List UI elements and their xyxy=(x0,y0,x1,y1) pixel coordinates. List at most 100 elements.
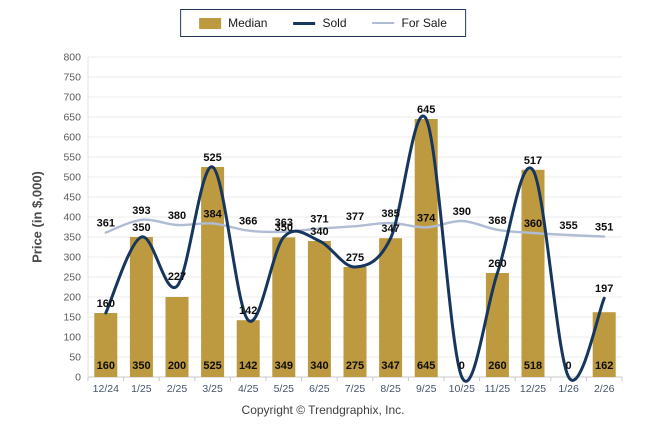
copyright-text: Copyright © Trendgraphix, Inc. xyxy=(241,403,405,417)
y-tick-label: 450 xyxy=(63,192,81,204)
y-tick-label: 550 xyxy=(63,152,81,164)
for-sale-value-label: 366 xyxy=(239,216,257,228)
legend-item-for-sale[interactable]: For Sale xyxy=(372,16,447,30)
y-tick-label: 650 xyxy=(63,112,81,124)
y-tick-label: 350 xyxy=(63,232,81,244)
for-sale-value-label: 371 xyxy=(310,214,328,226)
x-tick-label: 11/25 xyxy=(485,383,511,395)
for-sale-value-label: 377 xyxy=(346,211,364,223)
sold-value-label: 350 xyxy=(132,222,150,234)
sold-value-label: 350 xyxy=(275,222,293,234)
median-bar-label: 275 xyxy=(346,360,364,372)
median-bar-label: 160 xyxy=(97,360,115,372)
sold-value-label: 227 xyxy=(168,271,186,283)
y-tick-label: 200 xyxy=(63,292,81,304)
median-bar-label: 525 xyxy=(203,360,221,372)
median-bar-label: 350 xyxy=(132,360,150,372)
median-bar-label: 347 xyxy=(381,360,399,372)
x-tick-label: 3/25 xyxy=(202,383,223,395)
median-bar xyxy=(379,238,403,377)
median-bar-label: 518 xyxy=(524,360,542,372)
for-sale-value-label: 355 xyxy=(559,220,577,232)
median-bar-label: 645 xyxy=(417,360,435,372)
median-bar-label: 340 xyxy=(310,360,328,372)
for-sale-value-label: 363 xyxy=(275,217,293,229)
for-sale-value-label: 380 xyxy=(168,210,186,222)
y-tick-label: 800 xyxy=(63,52,81,64)
median-bar xyxy=(521,169,545,377)
median-bar-label: 200 xyxy=(168,360,186,372)
x-tick-label: 10/25 xyxy=(449,383,475,395)
for-sale-value-label: 360 xyxy=(524,218,542,230)
for-sale-value-label: 351 xyxy=(595,222,613,234)
sold-value-label: 160 xyxy=(97,298,115,310)
sold-value-label: 517 xyxy=(524,155,542,167)
y-tick-label: 300 xyxy=(63,252,81,264)
for-sale-line-swatch-icon xyxy=(372,22,395,24)
for-sale-value-label: 390 xyxy=(453,206,471,218)
sold-value-label: 275 xyxy=(346,252,364,264)
legend-label-for-sale: For Sale xyxy=(401,16,447,30)
x-tick-label: 8/25 xyxy=(380,383,401,395)
for-sale-value-label: 361 xyxy=(97,218,115,230)
median-bar xyxy=(129,237,153,377)
median-swatch-icon xyxy=(199,17,222,29)
x-tick-label: 1/26 xyxy=(558,383,579,395)
median-bar xyxy=(201,167,225,377)
sold-value-label: 645 xyxy=(417,104,435,116)
sold-value-label: 260 xyxy=(488,258,506,270)
for-sale-line xyxy=(104,218,606,238)
x-tick-label: 2/26 xyxy=(594,383,615,395)
x-tick-label: 7/25 xyxy=(345,383,366,395)
sold-value-label: 142 xyxy=(239,305,257,317)
sold-value-label: 0 xyxy=(566,360,572,372)
sold-value-label: 525 xyxy=(203,152,221,164)
sold-value-label: 347 xyxy=(381,223,399,235)
legend-label-median: Median xyxy=(228,16,268,30)
median-bar-label: 260 xyxy=(488,360,506,372)
y-tick-label: 250 xyxy=(63,272,81,284)
sold-value-label: 340 xyxy=(310,226,328,238)
for-sale-value-label: 368 xyxy=(488,215,506,227)
y-tick-label: 100 xyxy=(63,332,81,344)
y-tick-label: 50 xyxy=(69,352,81,364)
y-tick-label: 600 xyxy=(63,132,81,144)
x-tick-label: 1/25 xyxy=(131,383,152,395)
legend-item-sold[interactable]: Sold xyxy=(293,17,347,29)
x-tick-label: 6/25 xyxy=(309,383,330,395)
y-tick-label: 150 xyxy=(63,312,81,324)
for-sale-value-label: 385 xyxy=(381,208,399,220)
median-bar xyxy=(592,312,616,377)
for-sale-value-label: 374 xyxy=(417,212,436,224)
sold-line-swatch-icon xyxy=(293,21,316,25)
sold-line xyxy=(104,114,606,383)
median-bar-label: 142 xyxy=(239,360,257,372)
x-tick-label: 12/24 xyxy=(93,383,119,395)
legend-item-median[interactable]: Median xyxy=(199,17,267,29)
x-tick-label: 9/25 xyxy=(416,383,437,395)
y-axis-title: Price (in $,000) xyxy=(29,171,45,263)
median-bar-label: 162 xyxy=(595,360,613,372)
y-tick-label: 400 xyxy=(63,212,81,224)
median-bar xyxy=(307,241,331,377)
for-sale-value-label: 393 xyxy=(132,205,150,217)
x-tick-label: 5/25 xyxy=(274,383,295,395)
sold-value-label: 0 xyxy=(459,360,465,372)
median-bar xyxy=(94,313,118,377)
median-bar xyxy=(236,320,260,377)
x-tick-label: 12/25 xyxy=(520,383,546,395)
median-bar xyxy=(165,297,189,377)
for-sale-value-label: 384 xyxy=(203,208,222,220)
median-bar-label: 349 xyxy=(275,360,293,372)
chart-legend: Median Sold For Sale xyxy=(180,9,466,37)
median-bar xyxy=(343,267,367,377)
x-tick-label: 4/25 xyxy=(238,383,259,395)
sold-value-label: 197 xyxy=(595,283,613,295)
median-bar xyxy=(272,237,296,377)
median-bar xyxy=(414,119,438,377)
y-tick-label: 750 xyxy=(63,72,81,84)
y-tick-label: 700 xyxy=(63,92,81,104)
price-chart-plot: 0 50 100 150 200 250 300 350 400 450 500 550 600 650 7… xyxy=(63,52,623,395)
x-tick-label: 2/25 xyxy=(167,383,188,395)
